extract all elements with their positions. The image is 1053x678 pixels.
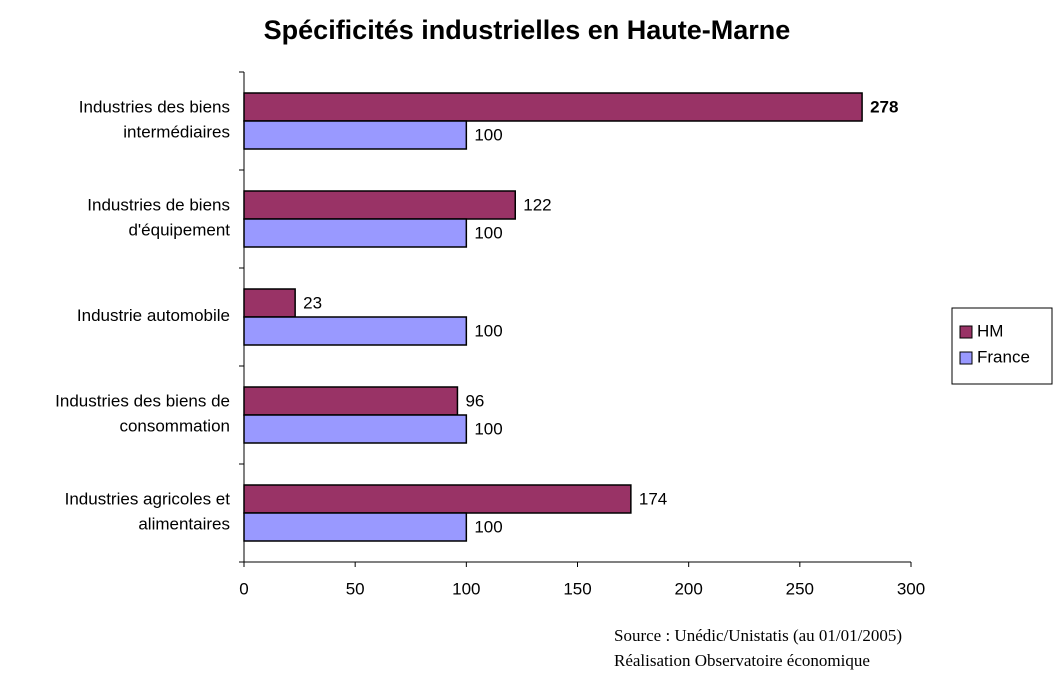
data-label: 100 xyxy=(474,517,502,536)
y-tick-label-line: intermédiaires xyxy=(123,123,230,142)
y-tick-label: Industries de biens d'équipement xyxy=(87,196,230,240)
source-line: Source : Unédic/Unistatis (au 01/01/2005… xyxy=(614,626,902,645)
x-tick-label: 0 xyxy=(239,579,248,598)
legend-swatch xyxy=(959,325,973,339)
bar xyxy=(243,218,468,248)
legend-label: HM xyxy=(977,321,1003,340)
bar xyxy=(243,512,468,542)
bar xyxy=(243,484,632,514)
data-label: 100 xyxy=(474,223,502,242)
legend-label: France xyxy=(977,347,1030,366)
data-label: 100 xyxy=(474,419,502,438)
x-tick-label: 200 xyxy=(674,579,702,598)
y-tick-label-line: Industries des biens de xyxy=(55,392,230,411)
legend-box xyxy=(951,307,1053,385)
bar xyxy=(243,120,468,150)
bar xyxy=(243,386,459,416)
x-tick-label: 300 xyxy=(897,579,925,598)
bar xyxy=(243,92,863,122)
data-label: 278 xyxy=(870,97,898,116)
x-tick-label: 250 xyxy=(786,579,814,598)
x-tick-label: 150 xyxy=(563,579,591,598)
data-label: 122 xyxy=(523,195,551,214)
legend-swatch xyxy=(959,351,973,365)
data-label: 174 xyxy=(639,489,667,508)
y-tick-label: Industries des biens de consommation xyxy=(55,392,230,436)
y-tick-label-line: Industries agricoles et xyxy=(65,490,231,509)
source-line: Réalisation Observatoire économique xyxy=(614,651,870,670)
data-label: 23 xyxy=(303,293,322,312)
y-tick-label: Industries des biens intermédiaires xyxy=(79,98,230,142)
y-tick-label: Industries agricoles et alimentaires xyxy=(65,490,231,534)
y-tick-label-line: Industries des biens xyxy=(79,98,230,117)
x-tick-label: 100 xyxy=(452,579,480,598)
y-tick-label: Industrie automobile xyxy=(77,306,230,325)
data-label: 96 xyxy=(465,391,484,410)
x-tick-label: 50 xyxy=(346,579,365,598)
y-tick-label-line: Industrie automobile xyxy=(77,306,230,325)
bar xyxy=(243,190,516,220)
y-tick-label-line: d'équipement xyxy=(128,221,230,240)
y-tick-label-line: Industries de biens xyxy=(87,196,230,215)
data-label: 100 xyxy=(474,125,502,144)
bar xyxy=(243,414,468,444)
y-tick-label-line: alimentaires xyxy=(138,515,230,534)
y-tick-label-line: consommation xyxy=(119,417,230,436)
bar xyxy=(243,316,468,346)
bar xyxy=(243,288,296,318)
data-label: 100 xyxy=(474,321,502,340)
chart-title: Spécificités industrielles en Haute-Marn… xyxy=(264,15,791,45)
